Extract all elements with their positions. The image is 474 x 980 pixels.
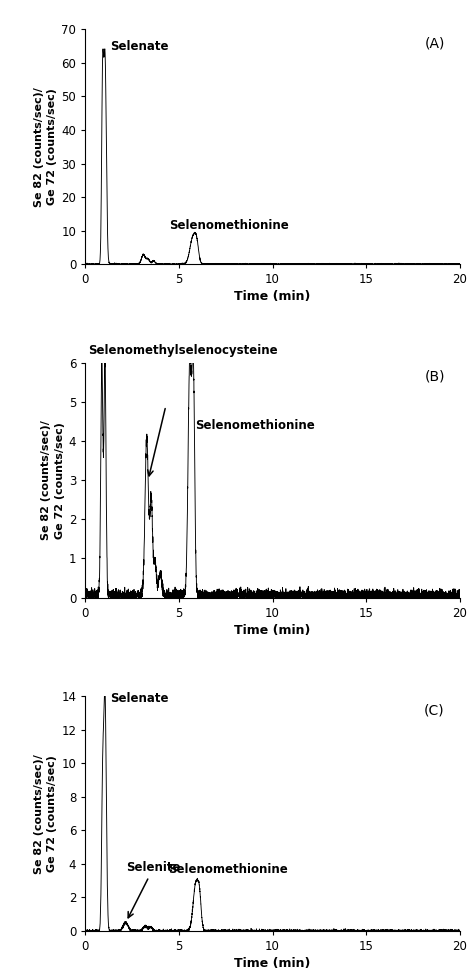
Text: (A): (A) (424, 36, 445, 50)
X-axis label: Time (min): Time (min) (234, 957, 311, 970)
Text: Selenomethylselenocysteine: Selenomethylselenocysteine (88, 344, 278, 357)
Text: Selenate: Selenate (109, 40, 168, 53)
Text: Selenomethionine: Selenomethionine (168, 862, 287, 876)
Text: (C): (C) (424, 704, 445, 717)
X-axis label: Time (min): Time (min) (234, 290, 311, 304)
Text: Selenite: Selenite (127, 860, 181, 918)
Y-axis label: Se 82 (counts/sec)/
Ge 72 (counts/sec): Se 82 (counts/sec)/ Ge 72 (counts/sec) (34, 87, 57, 207)
Y-axis label: Se 82 (counts/sec)/
Ge 72 (counts/sec): Se 82 (counts/sec)/ Ge 72 (counts/sec) (34, 754, 57, 873)
X-axis label: Time (min): Time (min) (234, 624, 311, 637)
Text: Selenomethionine: Selenomethionine (170, 220, 289, 232)
Y-axis label: Se 82 (counts/sec)/
Ge 72 (counts/sec): Se 82 (counts/sec)/ Ge 72 (counts/sec) (41, 420, 64, 540)
Text: Selenomethionine: Selenomethionine (195, 418, 315, 432)
Text: Selenate: Selenate (109, 692, 168, 705)
Text: (B): (B) (424, 369, 445, 384)
